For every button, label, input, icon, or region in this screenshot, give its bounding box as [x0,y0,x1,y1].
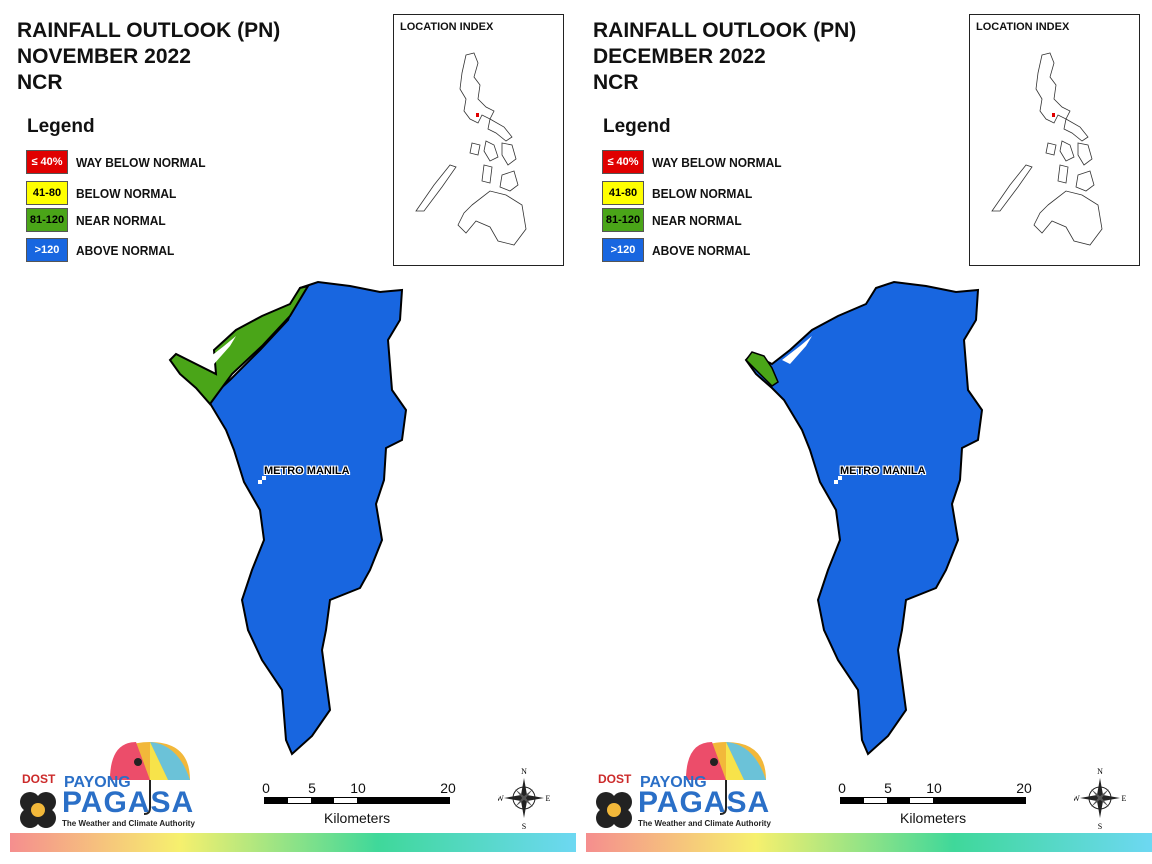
scale-tick: 20 [1016,780,1032,796]
svg-text:N: N [1097,767,1103,776]
legend-swatch: ≤ 40% [26,150,68,174]
ncr-map [744,280,984,756]
pagasa-logo: DOST PAYONG PAGASA The Weather and Clima… [18,740,218,832]
title-line-1: RAINFALL OUTLOOK (PN) [17,19,281,42]
scale-unit: Kilometers [324,810,391,826]
legend-swatch: >120 [602,238,644,262]
scale-tick: 10 [350,780,366,796]
title-line-3: NCR [17,71,63,94]
marker [834,480,838,484]
legend-swatch: ≤ 40% [602,150,644,174]
region-near-normal [745,351,779,387]
svg-text:E: E [546,794,550,803]
outlook-panel-december: RAINFALL OUTLOOK (PN) DECEMBER 2022 NCR … [576,0,1152,864]
pagasa-text: PAGASA [638,786,771,819]
scale-bar: 0 5 10 20 Kilometers [838,780,1032,840]
title-line-3: NCR [593,71,639,94]
legend-label: ABOVE NORMAL [76,243,175,258]
svg-text:S: S [522,822,526,830]
scale-tick: 10 [926,780,942,796]
legend-label: ABOVE NORMAL [652,243,751,258]
legend-title: Legend [27,116,95,137]
location-index-inset: LOCATION INDEX [969,14,1140,266]
legend-swatch: 41-80 [602,181,644,205]
philippines-map-icon [991,52,1103,246]
philippines-map-icon [415,52,527,246]
tagline-text: The Weather and Climate Authority [638,819,771,828]
outlook-panel-november: RAINFALL OUTLOOK (PN) NOVEMBER 2022 NCR … [10,14,576,852]
color-gradient-bar [10,833,576,852]
title-line-1: RAINFALL OUTLOOK (PN) [593,19,857,42]
scale-tick: 5 [308,780,316,796]
legend-label: WAY BELOW NORMAL [76,155,206,170]
payong-text: PAYONG [64,774,131,791]
title-line-2: DECEMBER 2022 [593,45,766,68]
pagasa-logo: DOST PAYONG PAGASA The Weather and Clima… [594,740,794,832]
legend-title: Legend [603,116,671,137]
map-title: RAINFALL OUTLOOK (PN) NOVEMBER 2022 NCR [17,18,280,96]
color-gradient-bar [586,833,1152,852]
compass-rose-icon: N S W E [1072,766,1126,831]
marker [838,476,842,480]
title-line-2: NOVEMBER 2022 [17,45,191,68]
payong-text: PAYONG [640,774,707,791]
scale-bar: 0 5 10 20 Kilometers [262,780,456,840]
svg-text:N: N [521,767,527,776]
region-above-normal [206,280,408,756]
location-index-inset: LOCATION INDEX [393,14,564,266]
inset-title: LOCATION INDEX [976,21,1070,33]
region-above-normal [744,280,984,756]
legend-label: BELOW NORMAL [652,186,753,201]
scale-tick: 5 [884,780,892,796]
svg-text:S: S [1098,822,1102,830]
scale-tick: 0 [262,780,270,796]
inset-title: LOCATION INDEX [400,21,494,33]
legend-label: BELOW NORMAL [76,186,177,201]
scale-bar-graphic [264,797,450,804]
place-label: METRO MANILA [264,465,350,477]
marker [262,476,266,480]
ncr-map [168,280,408,756]
dost-text: DOST [598,772,632,786]
pagasa-text: PAGASA [62,786,195,819]
svg-text:W: W [1074,794,1080,803]
legend-swatch: 81-120 [26,208,68,232]
scale-bar-graphic [840,797,1026,804]
map-title: RAINFALL OUTLOOK (PN) DECEMBER 2022 NCR [593,18,856,96]
scale-unit: Kilometers [900,810,967,826]
svg-text:W: W [498,794,504,803]
legend-label: WAY BELOW NORMAL [652,155,782,170]
place-label: METRO MANILA [840,465,926,477]
marker [258,480,262,484]
legend-swatch: 81-120 [602,208,644,232]
legend-label: NEAR NORMAL [652,213,742,228]
region-near-normal [168,284,311,406]
compass-rose-icon: N S W E [496,766,550,831]
legend-swatch: >120 [26,238,68,262]
dost-text: DOST [22,772,56,786]
legend-label: NEAR NORMAL [76,213,166,228]
legend-swatch: 41-80 [26,181,68,205]
scale-tick: 0 [838,780,846,796]
tagline-text: The Weather and Climate Authority [62,819,195,828]
scale-tick: 20 [440,780,456,796]
svg-text:E: E [1122,794,1126,803]
